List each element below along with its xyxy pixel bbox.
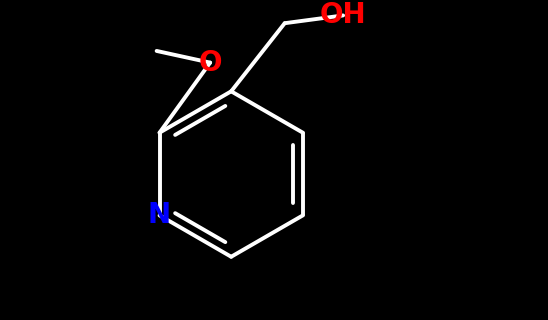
Text: N: N <box>148 201 171 229</box>
Text: O: O <box>198 49 222 76</box>
Text: OH: OH <box>320 1 367 29</box>
